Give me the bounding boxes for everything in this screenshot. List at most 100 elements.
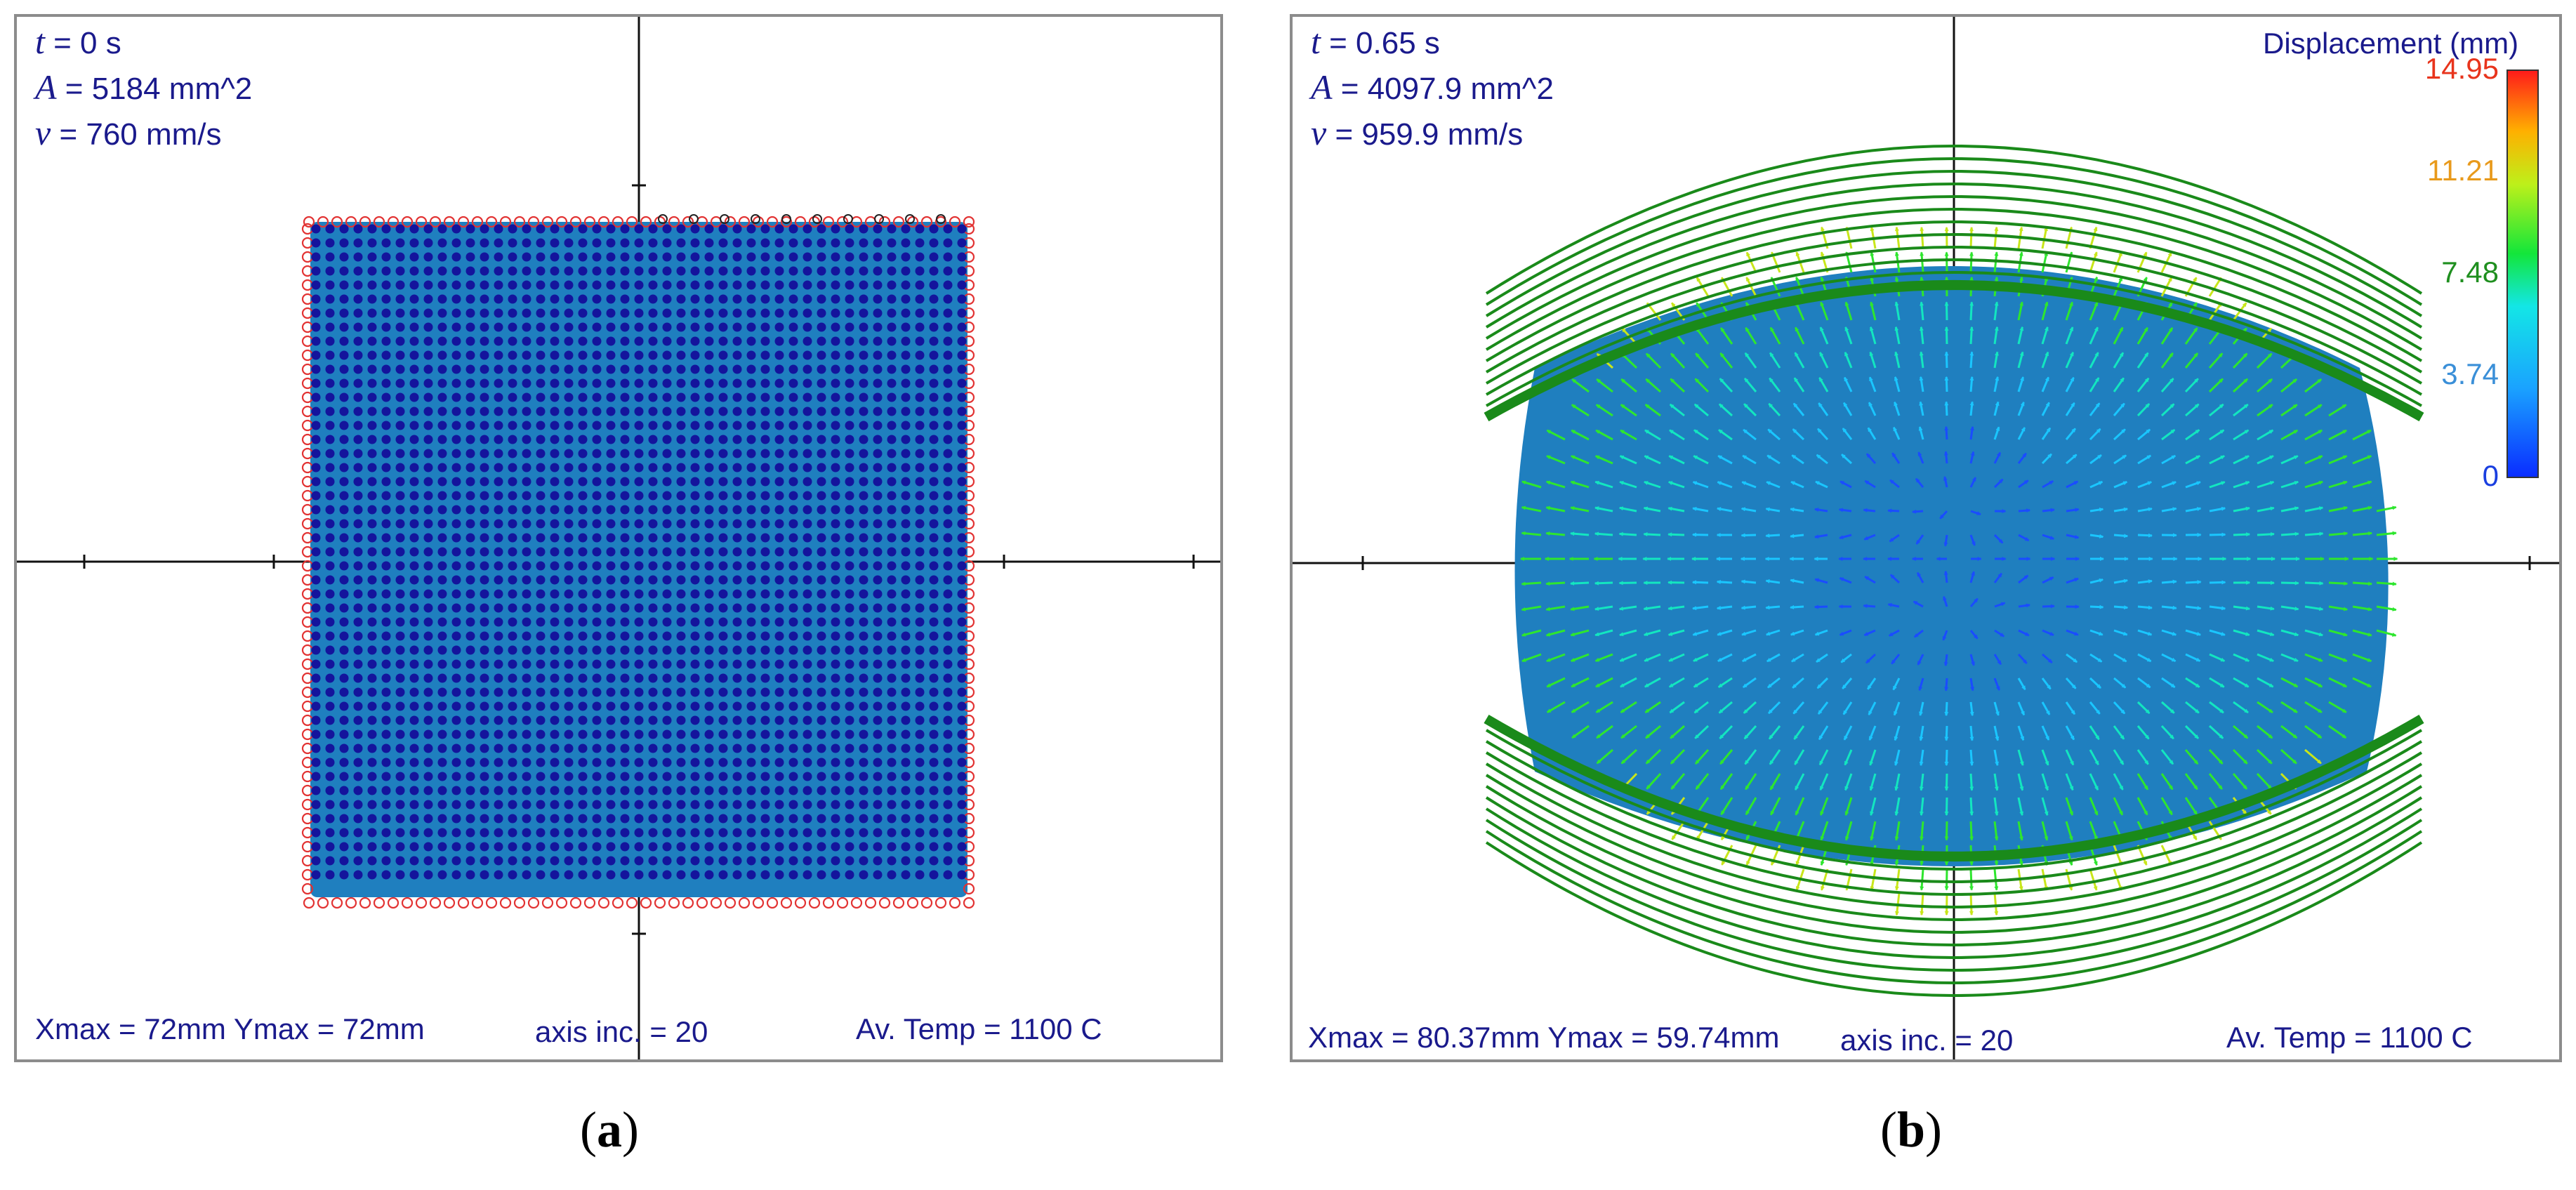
mesh-node [592,772,602,781]
mesh-node [774,533,784,543]
mesh-node [760,336,770,346]
mesh-node [662,589,672,599]
mesh-node [690,772,700,781]
mesh-node [550,603,560,613]
displacement-arrow [1944,401,1949,416]
displacement-arrow [2185,481,2201,489]
displacement-arrow [1993,478,2004,489]
mesh-node [718,589,728,599]
mesh-node [873,800,883,809]
displacement-arrow [1667,532,1685,537]
mesh-node [409,673,419,683]
mesh-node [831,828,840,838]
mesh-node [465,743,475,753]
mesh-node [662,743,672,753]
mesh-node [536,336,546,346]
mesh-node [353,603,363,613]
mesh-node [465,533,475,543]
mesh-node [760,786,770,795]
mesh-node [395,463,405,472]
mesh-node [901,575,911,585]
mesh-node [704,673,714,683]
boundary-node [906,216,919,228]
mesh-node [325,421,335,430]
mesh-node [353,294,363,304]
mesh-node [887,603,897,613]
displacement-arrow [1869,351,1877,369]
mesh-node [381,294,391,304]
mesh-node [494,856,503,866]
mesh-node [620,406,630,416]
mesh-node [381,505,391,515]
mesh-node [578,364,588,374]
displacement-arrow [1769,326,1781,345]
mesh-node [620,421,630,430]
mesh-node [494,308,503,318]
mesh-node [353,477,363,487]
mesh-node [550,687,560,697]
mesh-node [859,575,868,585]
mesh-node [480,687,489,697]
displacement-arrow [1719,773,1733,791]
displacement-arrow [1993,701,2000,716]
mesh-node [929,322,939,332]
mesh-node [929,266,939,276]
mesh-node [901,406,911,416]
boundary-node [612,897,624,909]
mesh-node [648,224,658,234]
mesh-node [774,687,784,697]
mesh-node [859,477,868,487]
displacement-arrow [2137,653,2152,663]
mesh-node [423,715,433,725]
mesh-node [676,631,686,641]
area-readout: A = 5184 mm^2 [35,67,253,107]
mesh-node [774,715,784,725]
mesh-node [774,800,784,809]
mesh-node [802,322,812,332]
mesh-node [437,406,447,416]
displacement-arrow [2233,725,2249,739]
displacement-arrow [2089,428,2101,441]
mesh-node [676,378,686,388]
mesh-node [550,856,560,866]
mesh-node [381,786,391,795]
lower-die-line [1485,796,2423,946]
mesh-node [508,350,517,360]
mesh-node [957,842,967,852]
displacement-arrow [2136,773,2149,791]
displacement-arrow [1920,251,1924,273]
mesh-node [774,294,784,304]
mesh-node [550,294,560,304]
mesh-node [873,350,883,360]
mesh-node [690,322,700,332]
mesh-node [662,856,672,866]
mesh-node [423,814,433,824]
mesh-node [774,491,784,501]
mesh-node [367,547,377,557]
displacement-arrow [2066,629,2079,636]
displacement-arrow [2065,677,2077,689]
mesh-node [690,561,700,571]
boundary-node [906,897,919,909]
mesh-node [395,280,405,290]
mesh-node [760,266,770,276]
mesh-node [381,561,391,571]
mesh-node [522,743,531,753]
mesh-node [494,800,503,809]
mesh-node [339,449,349,458]
mesh-node [859,505,868,515]
mesh-node [662,786,672,795]
displacement-arrow [1863,508,1876,513]
mesh-node [774,378,784,388]
mesh-node [718,631,728,641]
mesh-node [802,378,812,388]
mesh-node [606,856,616,866]
mesh-node [662,715,672,725]
mesh-node [760,870,770,880]
mesh-node [704,870,714,880]
displacement-arrow [2065,351,2075,369]
mesh-node [311,561,321,571]
mesh-node [409,561,419,571]
mesh-node [353,252,363,262]
mesh-node [788,786,798,795]
